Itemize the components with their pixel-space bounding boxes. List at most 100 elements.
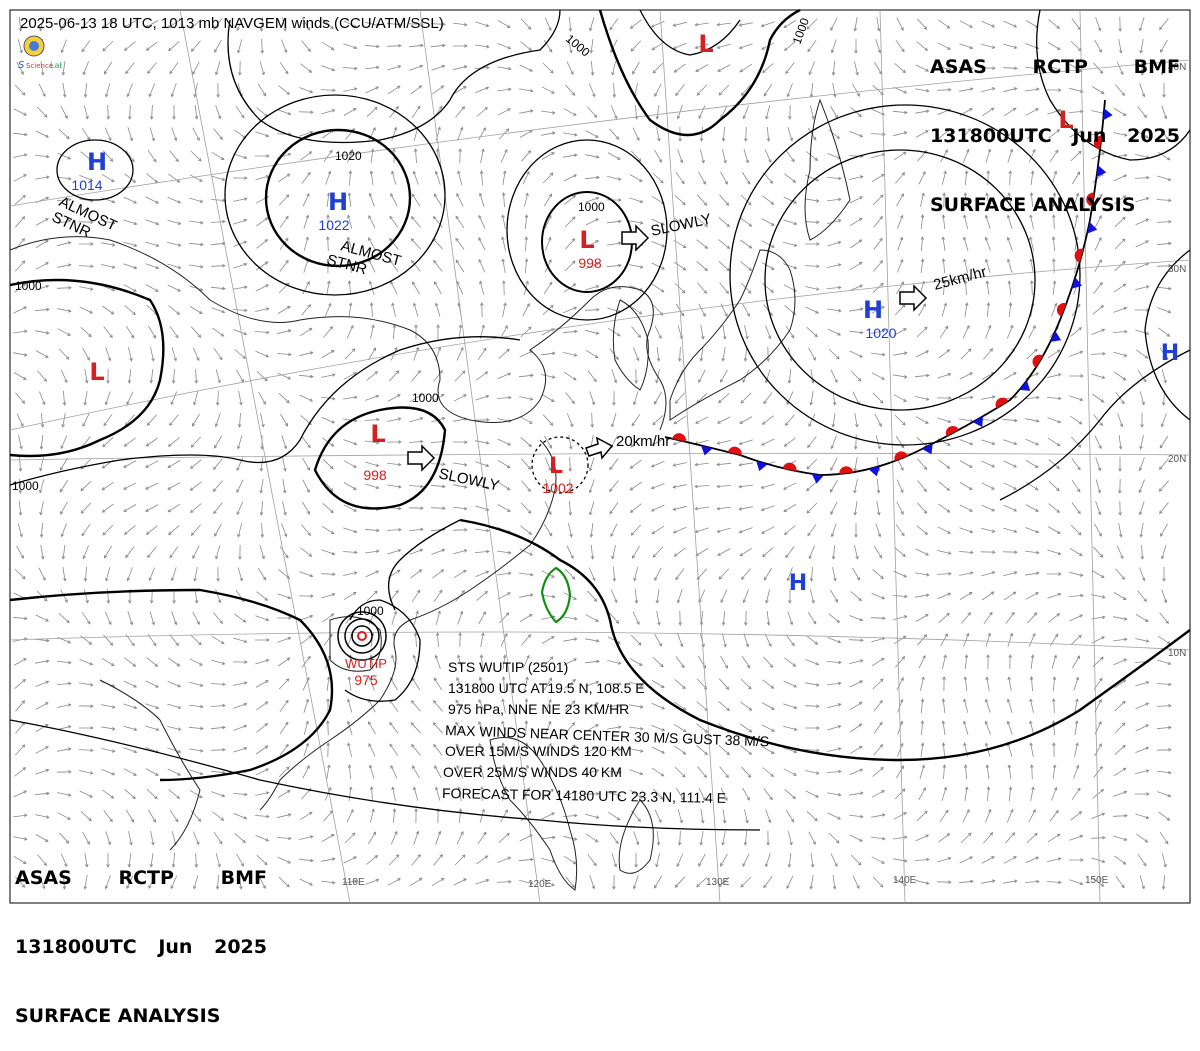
wind-arrow <box>189 748 204 753</box>
wind-arrow <box>433 743 443 756</box>
wind-arrow <box>696 877 708 888</box>
wind-arrow <box>1091 86 1105 95</box>
wind-arrow <box>14 678 26 689</box>
wind-arrow <box>1092 393 1105 403</box>
wind-arrow <box>544 742 552 757</box>
wind-arrow <box>39 391 46 406</box>
wind-arrow <box>1049 149 1059 163</box>
wind-arrow <box>524 236 529 252</box>
wind-arrow <box>1090 351 1106 356</box>
wind-arrow <box>57 660 72 665</box>
wind-arrow <box>1048 503 1061 513</box>
wind-arrow <box>544 457 552 472</box>
wind-arrow <box>852 875 860 890</box>
wind-arrow <box>962 324 970 339</box>
wind-arrow <box>35 659 50 664</box>
wind-arrow <box>215 853 221 868</box>
wind-arrow <box>102 305 115 315</box>
wind-arrow <box>149 853 154 868</box>
wind-arrow <box>255 768 270 776</box>
wind-arrow <box>210 286 226 291</box>
wind-arrow <box>762 195 775 205</box>
wind-arrow <box>453 22 468 27</box>
wind-arrow <box>588 83 596 98</box>
wind-arrow <box>16 61 24 75</box>
wind-arrow <box>435 830 442 845</box>
wind-arrow <box>300 635 313 645</box>
wind-arrow <box>783 219 798 226</box>
wind-arrow <box>765 325 772 340</box>
wind-arrow <box>915 88 930 93</box>
wind-arrow <box>918 654 926 669</box>
wind-arrow <box>694 22 709 27</box>
wind-arrow <box>981 395 996 400</box>
wind-arrow <box>590 60 595 76</box>
wind-arrow <box>942 192 946 208</box>
wind-arrow <box>145 703 160 710</box>
wind-arrow <box>1095 457 1102 472</box>
wind-arrow <box>105 831 112 846</box>
wind-arrow <box>827 725 842 731</box>
wind-arrow <box>831 544 836 560</box>
wind-arrow <box>1113 592 1127 601</box>
wind-arrow <box>1027 612 1038 624</box>
wind-arrow <box>716 43 731 49</box>
wind-arrow <box>101 503 114 513</box>
wind-arrow <box>607 152 621 160</box>
wind-arrow <box>40 61 45 76</box>
wind-arrow <box>1049 809 1059 822</box>
wind-arrow <box>941 742 946 758</box>
wind-arrow <box>938 833 951 843</box>
wind-arrow <box>213 128 223 141</box>
wind-arrow <box>103 61 113 75</box>
wind-arrow <box>827 703 842 709</box>
wind-arrow <box>170 567 177 582</box>
wind-arrow <box>827 308 842 313</box>
wind-arrow <box>475 394 490 401</box>
wind-arrow <box>84 369 89 384</box>
wind-arrow <box>1047 549 1062 556</box>
header-bl-line1: ASAS RCTP BMF <box>15 867 267 890</box>
wind-arrow <box>964 786 969 801</box>
wind-arrow <box>1162 83 1166 98</box>
wind-arrow <box>694 506 709 511</box>
wind-arrow <box>279 721 289 735</box>
wind-arrow <box>480 148 485 163</box>
wind-arrow <box>255 131 270 138</box>
wind-arrow <box>409 393 423 403</box>
wind-arrow <box>1048 19 1061 29</box>
wind-arrow <box>783 725 798 731</box>
wind-arrow <box>1003 460 1018 468</box>
wind-arrow <box>343 460 357 468</box>
wind-arrow <box>1047 857 1062 862</box>
wind-arrow <box>215 61 221 76</box>
wind-arrow <box>189 220 204 225</box>
wind-arrow <box>299 835 314 840</box>
wind-arrow <box>1030 280 1034 296</box>
wind-arrow <box>1029 720 1035 735</box>
wind-arrow <box>740 392 752 404</box>
wind-arrow <box>216 82 220 98</box>
wind-arrow <box>787 852 792 868</box>
wind-arrow <box>211 635 225 645</box>
header-tr-rctp: RCTP <box>1032 56 1088 78</box>
wind-arrow <box>941 786 948 801</box>
wind-arrow <box>786 83 793 98</box>
wind-arrow <box>652 546 664 558</box>
wind-arrow <box>1003 87 1018 93</box>
wind-arrow <box>476 855 489 865</box>
wind-arrow <box>101 242 116 247</box>
wind-arrow <box>984 258 991 273</box>
wind-arrow <box>850 723 863 733</box>
wind-arrow <box>299 394 314 402</box>
wind-arrow <box>167 680 182 688</box>
wind-arrow <box>849 745 863 755</box>
wind-arrow <box>986 302 991 318</box>
wind-arrow <box>369 786 374 802</box>
wind-arrow <box>455 743 465 757</box>
wind-arrow <box>1047 108 1062 115</box>
warm-front-semicircle <box>782 462 797 472</box>
wind-arrow <box>873 259 884 272</box>
wind-arrow <box>716 22 731 27</box>
wind-arrow <box>806 635 819 645</box>
